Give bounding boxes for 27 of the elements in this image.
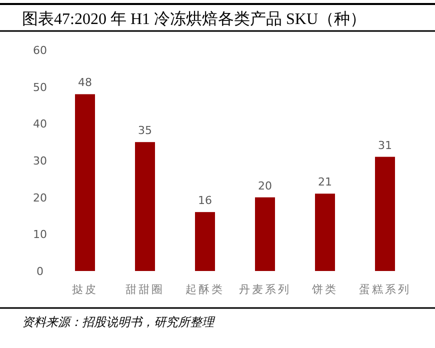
data-label: 16: [198, 194, 212, 208]
text: 资料来源：招股说明书，研究所整理: [22, 315, 216, 329]
y-tick-label: 30: [33, 154, 47, 168]
y-tick-label: 50: [33, 80, 47, 94]
x-tick-label: 挞皮: [72, 283, 98, 296]
x-tick-label: 甜甜圈: [126, 283, 164, 296]
bar: [135, 142, 155, 271]
data-label: 31: [378, 138, 392, 152]
bar: [255, 197, 275, 271]
y-tick-label: 10: [33, 228, 47, 242]
x-tick-label: 起酥类: [186, 283, 224, 296]
y-tick-label: 60: [33, 44, 47, 57]
data-label: 48: [78, 76, 92, 90]
y-tick-label: 20: [33, 191, 47, 204]
x-tick-label: 丹麦系列: [239, 283, 291, 296]
x-tick-label: 饼类: [311, 283, 338, 296]
data-label: 35: [138, 124, 152, 138]
bar: [75, 94, 95, 271]
y-tick-label: 0: [36, 265, 44, 278]
chart-title: 图表47:2020 年 H1 冷冻烘焙各类产品 SKU（种）: [22, 10, 366, 28]
data-label: 20: [258, 179, 272, 192]
data-label: 21: [318, 176, 332, 189]
x-tick-label: 蛋糕系列: [359, 283, 411, 296]
bar: [315, 194, 335, 271]
y-tick-label: 40: [33, 118, 47, 131]
bar: [375, 156, 395, 271]
bar: [195, 212, 215, 271]
